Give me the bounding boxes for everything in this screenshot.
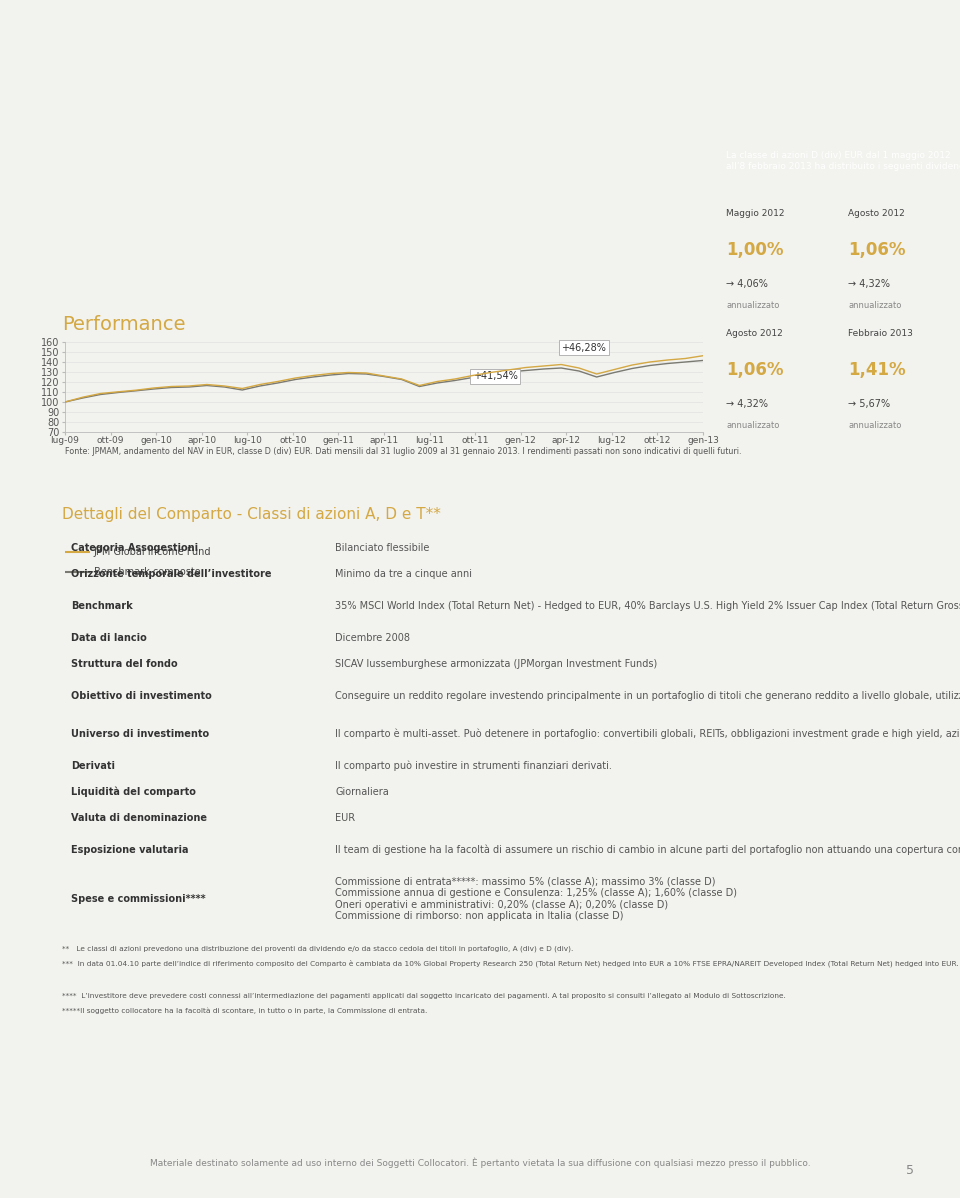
Text: Categoria Assogestioni: Categoria Assogestioni: [71, 543, 198, 553]
Text: +46,28%: +46,28%: [562, 343, 606, 352]
Text: Commissione di entrata*****: massimo 5% (classe A); massimo 3% (classe D)
Commis: Commissione di entrata*****: massimo 5% …: [335, 877, 737, 921]
Text: Benchmark: Benchmark: [71, 601, 132, 611]
Text: Minimo da tre a cinque anni: Minimo da tre a cinque anni: [335, 569, 472, 579]
Text: Spese e commissioni****: Spese e commissioni****: [71, 894, 205, 904]
Text: annualizzato: annualizzato: [849, 420, 901, 430]
Text: Orizzonte temporale dell’investitore: Orizzonte temporale dell’investitore: [71, 569, 272, 579]
Text: 1,41%: 1,41%: [849, 361, 906, 379]
Text: La classe di azioni D (div) EUR dal 1 maggio 2012
all’8 febbraio 2013 ha distrib: La classe di azioni D (div) EUR dal 1 ma…: [727, 151, 960, 171]
Text: Il team di gestione ha la facoltà di assumere un rischio di cambio in alcune par: Il team di gestione ha la facoltà di ass…: [335, 845, 960, 855]
Text: annualizzato: annualizzato: [849, 301, 901, 309]
Text: → 5,67%: → 5,67%: [849, 399, 890, 409]
Text: ***  In data 01.04.10 parte dell’indice di riferimento composito del Comparto è : *** In data 01.04.10 parte dell’indice d…: [62, 960, 960, 967]
Text: Agosto 2012: Agosto 2012: [726, 329, 783, 338]
Text: Obiettivo di investimento: Obiettivo di investimento: [71, 691, 212, 701]
Text: → 4,32%: → 4,32%: [726, 399, 768, 409]
Text: Valuta di denominazione: Valuta di denominazione: [71, 813, 207, 823]
Text: Materiale destinato solamente ad uso interno dei Soggetti Collocatori. È pertant: Materiale destinato solamente ad uso int…: [150, 1157, 810, 1168]
Text: Derivati: Derivati: [71, 761, 115, 772]
Text: Agosto 2012: Agosto 2012: [849, 210, 905, 218]
Text: annualizzato: annualizzato: [726, 420, 780, 430]
Text: Data di lancio: Data di lancio: [71, 633, 147, 643]
Text: Febbraio 2013: Febbraio 2013: [849, 329, 913, 338]
Text: SICAV lussemburghese armonizzata (JPMorgan Investment Funds): SICAV lussemburghese armonizzata (JPMorg…: [335, 659, 658, 668]
Text: Conseguire un reddito regolare investendo principalmente in un portafoglio di ti: Conseguire un reddito regolare investend…: [335, 691, 960, 701]
Text: 1,00%: 1,00%: [726, 241, 783, 259]
Text: Dettagli del Comparto - Classi di azioni A, D e T**: Dettagli del Comparto - Classi di azioni…: [62, 508, 441, 522]
Text: Universo di investimento: Universo di investimento: [71, 730, 209, 739]
Text: Il comparto può investire in strumenti finanziari derivati.: Il comparto può investire in strumenti f…: [335, 761, 612, 772]
Text: Dicembre 2008: Dicembre 2008: [335, 633, 410, 643]
Text: Struttura del fondo: Struttura del fondo: [71, 659, 178, 668]
Text: Bilanciato flessibile: Bilanciato flessibile: [335, 543, 430, 553]
Text: +41,54%: +41,54%: [472, 371, 517, 381]
Text: *****Il soggetto collocatore ha la facoltà di scontare, in tutto o in parte, la : *****Il soggetto collocatore ha la facol…: [62, 1008, 427, 1014]
Text: → 4,32%: → 4,32%: [849, 279, 890, 289]
Text: → 4,06%: → 4,06%: [726, 279, 768, 289]
Text: **   Le classi di azioni prevedono una distribuzione dei proventi da dividendo e: ** Le classi di azioni prevedono una dis…: [62, 945, 573, 952]
Text: 1,06%: 1,06%: [849, 241, 905, 259]
Text: Esposizione valutaria: Esposizione valutaria: [71, 845, 188, 855]
Text: annualizzato: annualizzato: [726, 301, 780, 309]
Text: 5: 5: [906, 1163, 914, 1176]
Text: JPM Global Income Fund: JPM Global Income Fund: [94, 547, 211, 557]
Text: Fonte: JPMAM, andamento del NAV in EUR, classe D (div) EUR. Dati mensili dal 31 : Fonte: JPMAM, andamento del NAV in EUR, …: [65, 448, 741, 456]
Text: Performance: Performance: [62, 315, 185, 333]
Text: EUR: EUR: [335, 813, 355, 823]
Text: Liquidità del comparto: Liquidità del comparto: [71, 787, 196, 797]
Text: Maggio 2012: Maggio 2012: [726, 210, 784, 218]
Text: Giornaliera: Giornaliera: [335, 787, 389, 797]
Text: Il comparto è multi-asset. Può detenere in portafoglio: convertibili globali, RE: Il comparto è multi-asset. Può detenere …: [335, 728, 960, 739]
Text: 35% MSCI World Index (Total Return Net) - Hedged to EUR, 40% Barclays U.S. High : 35% MSCI World Index (Total Return Net) …: [335, 601, 960, 611]
Text: ****  L’investitore deve prevedere costi connessi all’intermediazione dei pagame: **** L’investitore deve prevedere costi …: [62, 993, 786, 999]
Text: Benchmark composto: Benchmark composto: [94, 567, 201, 577]
Text: 1,06%: 1,06%: [726, 361, 783, 379]
